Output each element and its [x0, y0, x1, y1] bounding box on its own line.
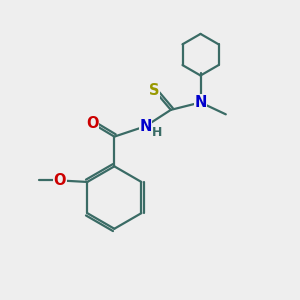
Text: O: O	[54, 173, 66, 188]
Text: O: O	[86, 116, 98, 131]
Text: N: N	[194, 95, 207, 110]
Text: H: H	[152, 126, 162, 139]
Text: N: N	[140, 119, 152, 134]
Text: S: S	[149, 83, 160, 98]
